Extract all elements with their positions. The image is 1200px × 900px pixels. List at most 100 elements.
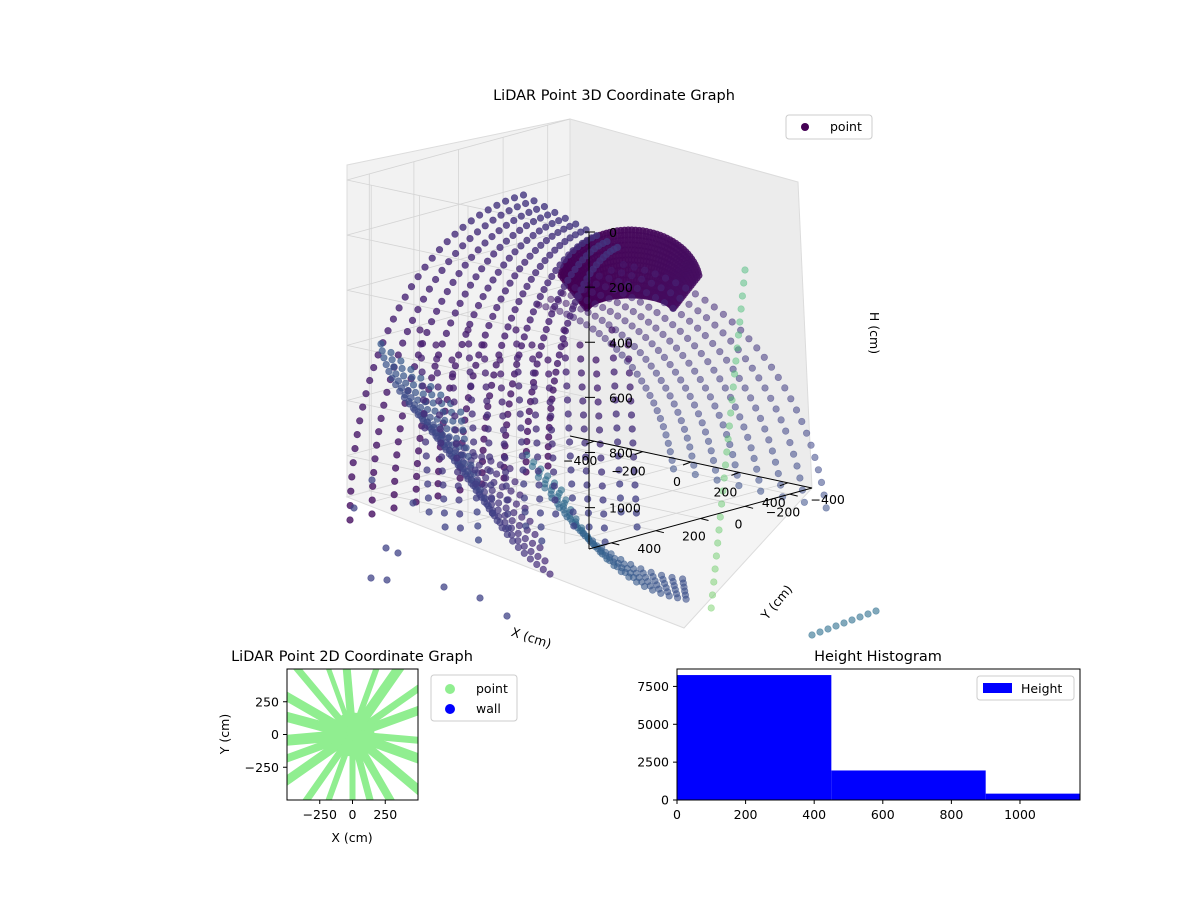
point-3d: [429, 421, 437, 429]
point-3d: [786, 439, 794, 447]
point-3d: [488, 495, 496, 503]
point-3d: [440, 495, 448, 503]
point-3d: [685, 300, 693, 308]
point-3d: [533, 439, 541, 447]
point-3d: [685, 317, 694, 325]
point-3d: [510, 216, 518, 225]
point-3d: [392, 464, 400, 472]
point-3d: [457, 408, 465, 416]
point-3d: [397, 357, 405, 365]
point-3d: [531, 246, 540, 255]
point-3d: [613, 438, 622, 446]
point-3d: [578, 383, 586, 391]
point-3d: [856, 613, 864, 621]
point-3d: [612, 410, 620, 418]
point-3d: [711, 565, 719, 573]
point-3d: [621, 317, 629, 325]
z-tick-label-3d: 800: [609, 446, 633, 461]
point-3d: [396, 425, 404, 433]
point-3d: [802, 429, 811, 437]
point-3d: [685, 359, 693, 367]
point-3d: [704, 358, 712, 366]
point-ray: [302, 731, 356, 800]
point-3d: [472, 361, 480, 369]
point-3d: [441, 416, 449, 425]
point-3d: [571, 265, 579, 274]
point-3d: [530, 458, 538, 466]
point-3d: [526, 517, 534, 525]
point-3d: [480, 494, 488, 502]
point-3d: [542, 325, 550, 334]
point-3d: [432, 341, 440, 349]
point-3d: [647, 279, 656, 287]
point-3d: [479, 293, 487, 301]
point-3d: [534, 467, 542, 475]
point-3d: [550, 377, 559, 385]
point-3d: [569, 247, 577, 255]
point-3d: [566, 222, 574, 230]
y-tick-label-histogram: 0: [661, 793, 669, 808]
point-3d: [552, 368, 560, 376]
point-3d: [556, 307, 564, 315]
point-3d: [399, 339, 407, 347]
point-3d: [601, 283, 610, 291]
point-3d: [416, 326, 424, 334]
point-3d: [468, 253, 476, 261]
point-3d: [535, 301, 543, 309]
point-3d: [741, 384, 749, 392]
point-3d: [412, 485, 420, 493]
x-tick-label-2d: 250: [373, 807, 397, 822]
point-3d: [392, 370, 400, 378]
point-3d: [467, 461, 475, 469]
point-3d: [422, 452, 430, 460]
point-3d: [407, 394, 415, 402]
point-3d: [490, 250, 498, 258]
z-tick-label-3d: 0: [609, 225, 617, 240]
legend-3d: point: [785, 114, 873, 140]
point-3d: [696, 375, 704, 384]
point-3d: [601, 334, 609, 343]
point-3d: [505, 400, 513, 408]
point-3d: [398, 364, 406, 373]
point-ray: [325, 669, 355, 737]
point-3d: [375, 428, 383, 436]
point-3d: [666, 448, 674, 456]
point-3d: [420, 410, 428, 418]
point-3d: [584, 308, 592, 317]
point-3d: [659, 330, 667, 339]
point-ray: [342, 669, 357, 739]
point-3d: [359, 403, 367, 411]
point-3d: [691, 367, 699, 375]
point-3d: [817, 478, 826, 487]
point-3d: [724, 435, 732, 443]
point-3d: [505, 254, 513, 262]
point-3d: [402, 379, 410, 387]
point-3d: [719, 487, 727, 495]
point-3d: [527, 275, 535, 283]
point-3d: [701, 428, 710, 436]
legend-2d-point-marker: [445, 684, 455, 694]
point-3d: [390, 504, 398, 512]
y-tick-3d: [611, 542, 620, 546]
point-3d: [840, 619, 848, 627]
point-3d: [454, 482, 462, 490]
point-3d: [456, 474, 464, 482]
point-3d: [546, 570, 554, 578]
point-3d: [664, 439, 672, 447]
point-3d: [496, 461, 504, 469]
point-3d: [351, 445, 359, 453]
point-3d: [521, 534, 529, 543]
point-3d: [507, 314, 516, 322]
point-3d: [540, 334, 548, 342]
point-3d: [565, 424, 573, 432]
point-3d: [747, 444, 755, 452]
x-tick-label-histogram: 800: [939, 807, 963, 822]
point-3d: [671, 368, 680, 376]
point-3d: [540, 286, 548, 294]
point-3d: [428, 374, 436, 382]
histogram-title: Height Histogram: [814, 649, 942, 665]
point-3d: [736, 413, 744, 421]
point-3d: [465, 354, 474, 362]
point-3d: [661, 314, 669, 323]
point-3d: [530, 197, 538, 205]
